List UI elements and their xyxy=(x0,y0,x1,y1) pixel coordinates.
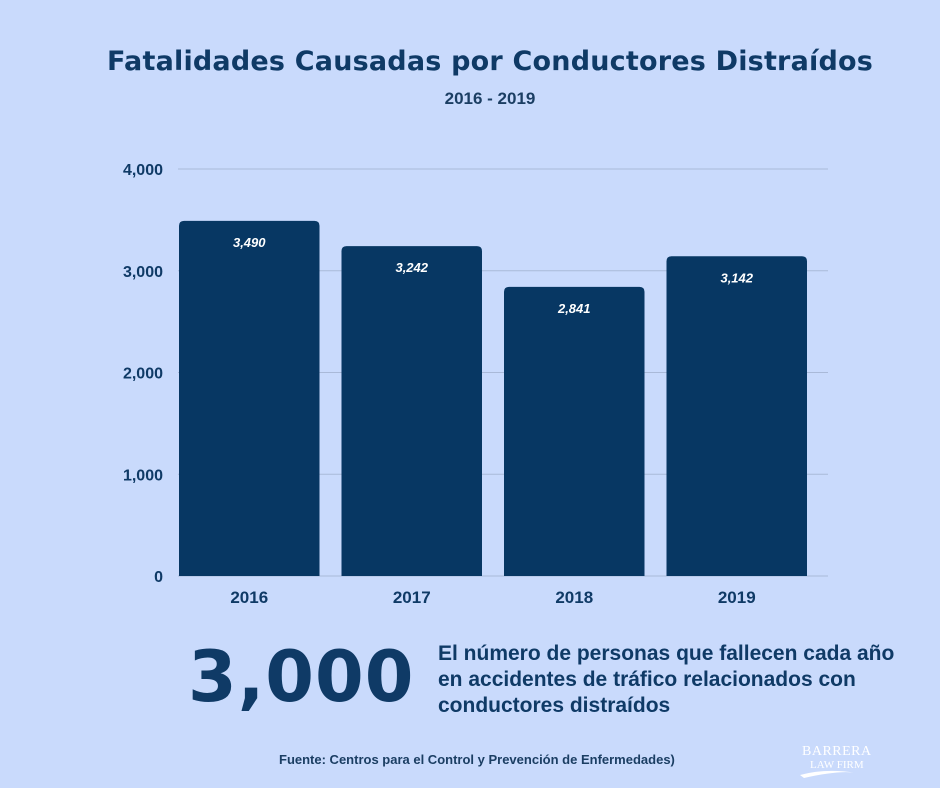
chart-subtitle: 2016 - 2019 xyxy=(444,89,536,108)
bar-chart: 0 1,000 2,000 3,000 4,000 3,490 3,242 2,841 3,1… xyxy=(123,162,828,607)
bar-value-label: 3,142 xyxy=(720,270,753,285)
y-tick-label: 3,000 xyxy=(123,264,163,281)
logo-swoosh xyxy=(800,770,856,778)
bar-value-label: 3,242 xyxy=(395,260,428,275)
y-tick-label: 4,000 xyxy=(123,162,163,179)
bar-2017 xyxy=(341,246,482,576)
logo-text-bottom: LAW FIRM xyxy=(810,759,864,771)
bar-value-label: 2,841 xyxy=(557,301,591,316)
bar-2019 xyxy=(666,256,807,576)
bar-2018 xyxy=(504,286,645,576)
highlight-description: El número de personas que fallecen cada … xyxy=(438,642,895,717)
x-tick-label: 2019 xyxy=(718,588,756,607)
bars: 3,490 3,242 2,841 3,142 xyxy=(179,220,807,576)
chart-title: Fatalidades Causadas por Conductores Dis… xyxy=(106,46,873,77)
y-tick-label: 0 xyxy=(154,569,163,586)
bar-2016 xyxy=(179,220,320,576)
y-tick-label: 1,000 xyxy=(123,467,163,484)
highlight-number: 3,000 xyxy=(188,636,415,718)
y-axis-ticks: 0 1,000 2,000 3,000 4,000 xyxy=(123,162,163,586)
source-note: Fuente: Centros para el Control y Preven… xyxy=(279,752,675,767)
logo-text-top: BARRERA xyxy=(802,744,872,759)
x-tick-label: 2017 xyxy=(393,588,431,607)
bar-value-label: 3,490 xyxy=(233,235,266,250)
y-tick-label: 2,000 xyxy=(123,366,163,383)
barrera-law-firm-logo: BARRERA LAW FIRM xyxy=(800,744,872,778)
x-tick-label: 2016 xyxy=(230,588,268,607)
x-tick-label: 2018 xyxy=(555,588,593,607)
x-axis-ticks: 2016 2017 2018 2019 xyxy=(230,588,755,607)
